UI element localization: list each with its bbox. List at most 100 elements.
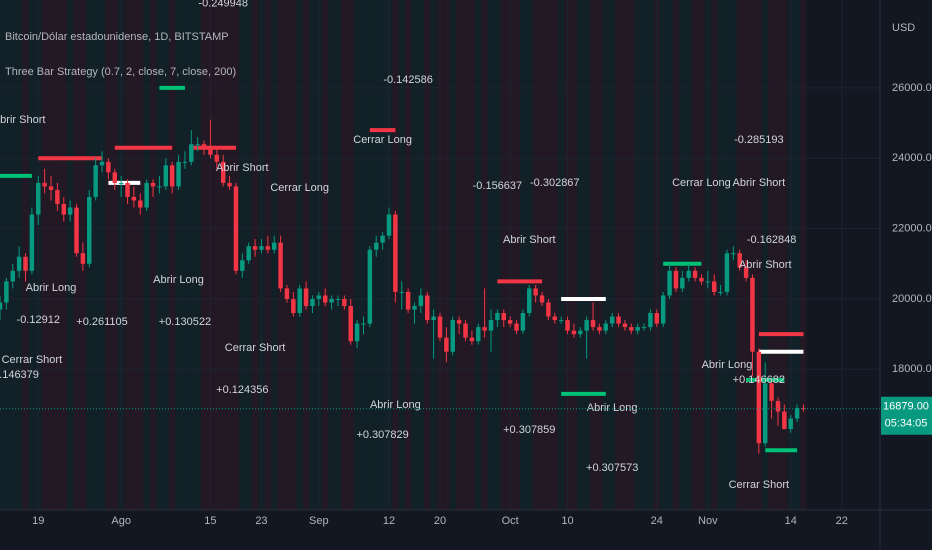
x-tick-label: Nov	[698, 515, 718, 527]
candle-body	[686, 270, 691, 278]
candle-body	[67, 207, 73, 215]
day-band	[341, 0, 348, 510]
candle-body	[654, 313, 660, 324]
day-band	[500, 0, 507, 510]
candle-body	[590, 320, 596, 328]
candle-body	[514, 323, 519, 331]
day-band	[3, 0, 10, 510]
candle-body	[488, 320, 494, 331]
trade-annotation: +0.124356	[216, 384, 268, 396]
day-band	[545, 0, 552, 510]
day-band	[105, 0, 112, 510]
day-band	[149, 0, 157, 510]
axes: 18000.00 20000.00 22000.00 24000.00 26000.00…	[0, 82, 932, 527]
trade-annotation: -0.285193	[734, 134, 784, 146]
day-band	[468, 0, 476, 510]
candles	[0, 119, 806, 454]
candle-body	[743, 267, 749, 278]
candle-body	[801, 408, 806, 409]
last-price-tag	[881, 396, 932, 435]
candle-body	[374, 242, 379, 250]
day-band	[360, 0, 367, 510]
day-band	[226, 0, 233, 510]
day-band	[481, 0, 488, 510]
candle-body	[565, 320, 570, 331]
chart-title: Bitcoin/Dólar estadounidense, 1D, BITSTA…	[5, 31, 229, 43]
candle-body	[233, 186, 239, 271]
candle-body	[775, 400, 781, 412]
candle-body	[246, 246, 251, 261]
candle-body	[501, 313, 506, 321]
trade-annotation: +0.130522	[159, 316, 211, 328]
candle-body	[476, 327, 481, 342]
day-band	[666, 0, 673, 510]
trade-annotation: -0.12912	[17, 314, 60, 326]
trade-annotation: Abrir Long	[153, 274, 204, 286]
day-band	[526, 0, 533, 510]
candle-body	[23, 256, 28, 271]
x-tick-label: 24	[651, 515, 663, 527]
candle-body	[609, 316, 615, 324]
candle-body	[348, 306, 353, 342]
trade-annotation: +0.307829	[356, 429, 408, 441]
trade-annotation: -0.162848	[747, 234, 797, 246]
candle-body	[539, 295, 545, 303]
candle-body	[335, 298, 341, 300]
day-band	[47, 0, 55, 510]
candle-body	[208, 147, 213, 155]
candle-body	[762, 383, 768, 444]
candle-body	[240, 260, 245, 271]
day-band	[309, 0, 316, 510]
x-tick-label: 15	[204, 515, 216, 527]
trade-annotation: -0.142586	[383, 74, 433, 86]
trade-annotation: Abrir Long	[26, 282, 77, 294]
candle-body	[788, 418, 793, 430]
day-band	[54, 0, 61, 510]
candle-body	[182, 161, 188, 163]
candle-body	[227, 182, 232, 187]
candle-body	[450, 320, 455, 352]
x-tick-label: 23	[255, 515, 267, 527]
day-band	[793, 0, 801, 510]
candle-body	[36, 182, 41, 215]
day-band	[800, 0, 807, 510]
candle-body	[699, 277, 704, 282]
candle-body	[386, 214, 392, 236]
candle-body	[271, 242, 277, 250]
day-band	[98, 0, 106, 510]
day-band	[755, 0, 763, 510]
candle-body	[724, 253, 730, 292]
day-band	[583, 0, 590, 510]
candle-body	[201, 144, 207, 148]
trade-annotation: +0.307573	[586, 462, 638, 474]
day-band	[66, 0, 74, 510]
day-band	[717, 0, 724, 510]
x-tick-label: 12	[383, 515, 395, 527]
day-band	[570, 0, 578, 510]
candle-body	[603, 323, 609, 331]
trade-annotation: +0.261105	[76, 316, 128, 328]
x-tick-label: Sep	[309, 515, 329, 527]
day-band	[487, 0, 495, 510]
candle-body	[405, 291, 411, 310]
candle-body	[692, 270, 698, 278]
day-band	[181, 0, 189, 510]
candle-body	[163, 165, 169, 187]
trade-annotation: Cerrar Short	[729, 479, 790, 491]
day-band	[494, 0, 501, 510]
day-band	[768, 0, 775, 510]
day-band	[290, 0, 297, 510]
candle-body	[291, 298, 296, 314]
y-tick-label: 22000.00	[892, 223, 932, 235]
x-tick-label: 14	[785, 515, 797, 527]
candle-body	[131, 196, 137, 201]
candle-body	[756, 351, 762, 444]
day-band	[264, 0, 272, 510]
x-tick-label: 22	[836, 515, 848, 527]
trade-annotation: Cerrar Long	[270, 182, 329, 194]
trade-annotation: Abrir Long	[702, 359, 753, 371]
y-tick-label: 24000.00	[892, 152, 932, 164]
candle-body	[10, 270, 15, 282]
